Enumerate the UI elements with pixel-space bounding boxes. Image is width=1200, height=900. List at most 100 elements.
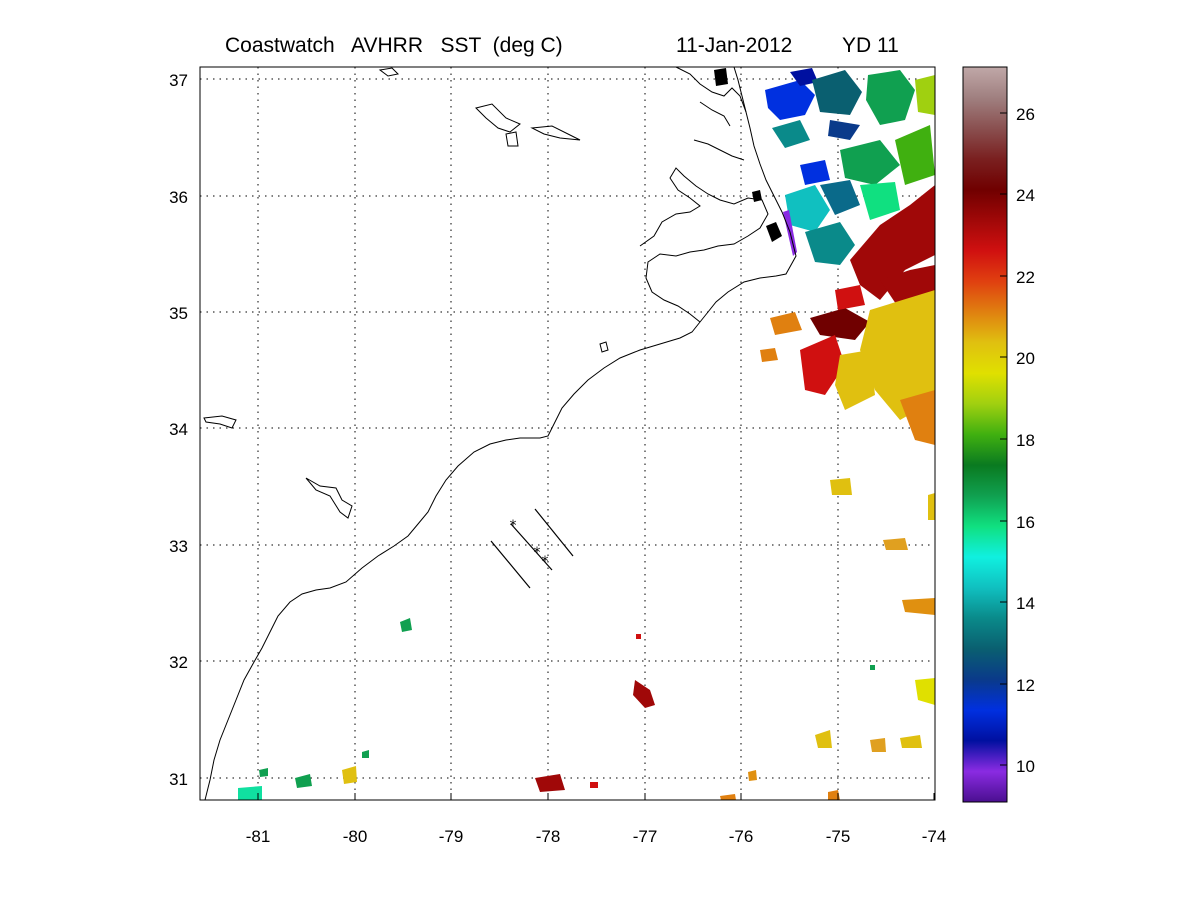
- map-frame: [199, 66, 936, 801]
- y-tick-label: 34: [169, 420, 188, 439]
- marker-star-2: *: [534, 545, 541, 561]
- sst-patch-blue-north: [790, 68, 818, 86]
- colorbar-tick-label: 24: [1016, 186, 1035, 205]
- track-line-2: [510, 523, 553, 571]
- x-tick-label: -79: [439, 827, 464, 846]
- sst-patch-red-tiny: [636, 634, 641, 639]
- sst-offshore-yellow-small: [830, 478, 852, 495]
- sst-patch-steel: [828, 120, 860, 140]
- sst-warm-plume: [800, 335, 845, 395]
- sst-patch-green-right: [870, 665, 875, 670]
- lake-6: [378, 67, 400, 77]
- y-tick-label: 35: [169, 304, 188, 323]
- sst-patch-bluegreen: [820, 180, 860, 215]
- sst-red-tongue: [835, 285, 865, 310]
- track-line-3: [534, 508, 574, 557]
- colorbar-tick-label: 16: [1016, 513, 1035, 532]
- lake-3: [505, 131, 519, 147]
- coastline: [203, 66, 797, 801]
- sst-patch-aqua-bottom: [238, 786, 262, 800]
- sst-warm-filament: [810, 308, 870, 340]
- sst-orange-eddy: [770, 312, 802, 335]
- sst-patch-black: [766, 222, 782, 242]
- sst-patch-nearshore-blue: [800, 160, 830, 185]
- colorbar-fill: [963, 67, 1007, 802]
- x-tick-label: -75: [826, 827, 851, 846]
- colorbar-tick-label: 14: [1016, 594, 1035, 613]
- sst-patch-darkteal: [812, 70, 862, 115]
- sst-patch-green-bottom-small: [259, 768, 268, 777]
- sst-patch-red-bottom-small: [590, 782, 598, 788]
- sst-offshore-orange-bottom: [828, 790, 840, 800]
- sst-patch-red-south: [633, 680, 655, 708]
- x-tick-label: -78: [536, 827, 561, 846]
- lake-4: [305, 477, 353, 519]
- lake-2: [530, 125, 581, 141]
- colorbar-tick-label: 22: [1016, 268, 1035, 287]
- product-title: Coastwatch AVHRR SST (deg C): [225, 34, 563, 57]
- sst-offshore-orange-dot: [748, 770, 757, 781]
- coastline-main: [204, 66, 797, 801]
- date-label: 11-Jan-2012: [676, 34, 792, 57]
- sst-offshore-orange-small: [883, 538, 908, 550]
- sst-field: [238, 68, 935, 800]
- coastline-sounds: [639, 167, 769, 323]
- lake-5: [203, 415, 237, 429]
- sst-patch-cyan: [785, 185, 830, 232]
- y-tick-label: 33: [169, 537, 188, 556]
- sst-patch-teal: [805, 222, 855, 265]
- track-markers: * * *: [510, 518, 549, 570]
- marker-star-1: *: [510, 518, 517, 534]
- sst-offshore-orange-south: [870, 738, 886, 752]
- sst-offshore-yellow-right: [915, 678, 935, 705]
- sst-offshore-yellow-se: [900, 735, 922, 748]
- sst-patch-mint: [860, 182, 900, 220]
- y-tick-label: 31: [169, 770, 188, 789]
- colorbar: 10 12 14 16 18 20 22 24 26: [962, 66, 1035, 803]
- x-tick-label: -81: [246, 827, 271, 846]
- sst-offshore-yellow-south: [815, 730, 832, 748]
- y-tick-labels: 31 32 33 34 35 36 37: [169, 71, 188, 789]
- colorbar-tick-label: 12: [1016, 676, 1035, 695]
- sst-offshore-yellow: [860, 290, 935, 420]
- sst-patch-red-bottom: [535, 774, 565, 792]
- colorbar-tick-label: 10: [1016, 757, 1035, 776]
- x-tick-label: -74: [922, 827, 947, 846]
- sst-patch-yellow-bottom: [342, 766, 357, 784]
- yearday-label: YD 11: [842, 34, 899, 57]
- colorbar-tick-marks: [1000, 112, 1007, 766]
- colorbar-frame: [962, 66, 1008, 803]
- marker-star-3: *: [542, 554, 549, 570]
- sst-offshore-yellow-edge: [928, 493, 935, 520]
- y-tick-label: 32: [169, 653, 188, 672]
- lake-1: [475, 103, 521, 133]
- colorbar-tick-label: 26: [1016, 105, 1035, 124]
- sst-patch-teal-north: [772, 120, 810, 148]
- sst-gulfstream-core: [850, 185, 935, 300]
- sst-orange-blob: [760, 348, 778, 362]
- x-tick-label: -80: [343, 827, 368, 846]
- colorbar-tick-label: 20: [1016, 349, 1035, 368]
- coastline-bays: [675, 66, 747, 161]
- lake-7: [599, 341, 609, 353]
- colorbar-tick-label: 18: [1016, 431, 1035, 450]
- sst-offshore-yellow-mid: [835, 350, 875, 410]
- y-tick-label: 36: [169, 188, 188, 207]
- sst-offshore-orange-bottom-left: [720, 794, 736, 800]
- sst-patch-black-north: [714, 68, 728, 86]
- sst-patch-green-mid: [840, 140, 900, 185]
- x-tick-label: -76: [729, 827, 754, 846]
- map-tick-marks: [257, 793, 935, 800]
- sst-patch-green-bottom: [295, 774, 312, 788]
- track-line-1: [490, 540, 531, 589]
- map-axes: * * * -81 -80 -79 -78 -77 -76 -75 -74: [169, 66, 947, 846]
- sst-patch-green-north: [866, 70, 915, 125]
- sst-patch-green-south: [400, 618, 412, 632]
- sst-patch-lightgreen: [895, 125, 935, 185]
- x-tick-label: -77: [633, 827, 658, 846]
- colorbar-tick-labels: 10 12 14 16 18 20 22 24 26: [1016, 105, 1035, 776]
- y-tick-label: 37: [169, 71, 188, 90]
- tracks: [490, 508, 574, 589]
- x-tick-labels: -81 -80 -79 -78 -77 -76 -75 -74: [246, 827, 947, 846]
